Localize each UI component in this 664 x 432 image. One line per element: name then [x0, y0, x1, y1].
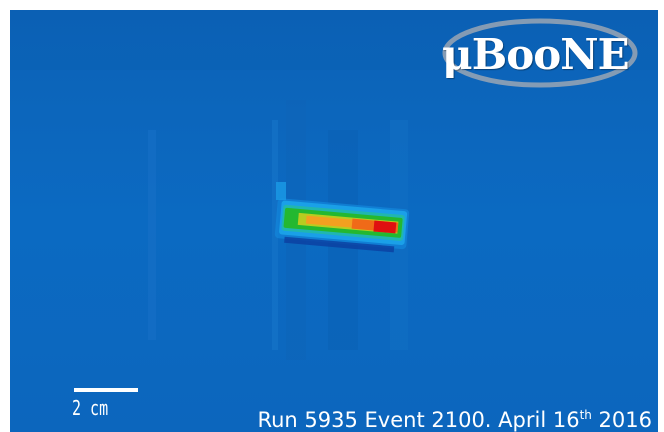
- event-display: μBooNE 2 cm Run 5935 Event 2100. April 1…: [10, 10, 658, 432]
- logo-swoosh-icon: [442, 18, 638, 88]
- caption-year: 2016: [591, 408, 652, 432]
- experiment-logo: μBooNE: [442, 30, 630, 79]
- event-caption: Run 5935 Event 2100. April 16th 2016: [257, 408, 652, 432]
- detector-image: [10, 10, 658, 432]
- particle-track: [274, 198, 410, 253]
- caption-prefix: Run 5935 Event 2100. April 16: [257, 408, 580, 432]
- caption-ordinal: th: [579, 408, 592, 422]
- scale-label: 2 cm: [72, 396, 109, 420]
- scale-bar: [74, 388, 138, 392]
